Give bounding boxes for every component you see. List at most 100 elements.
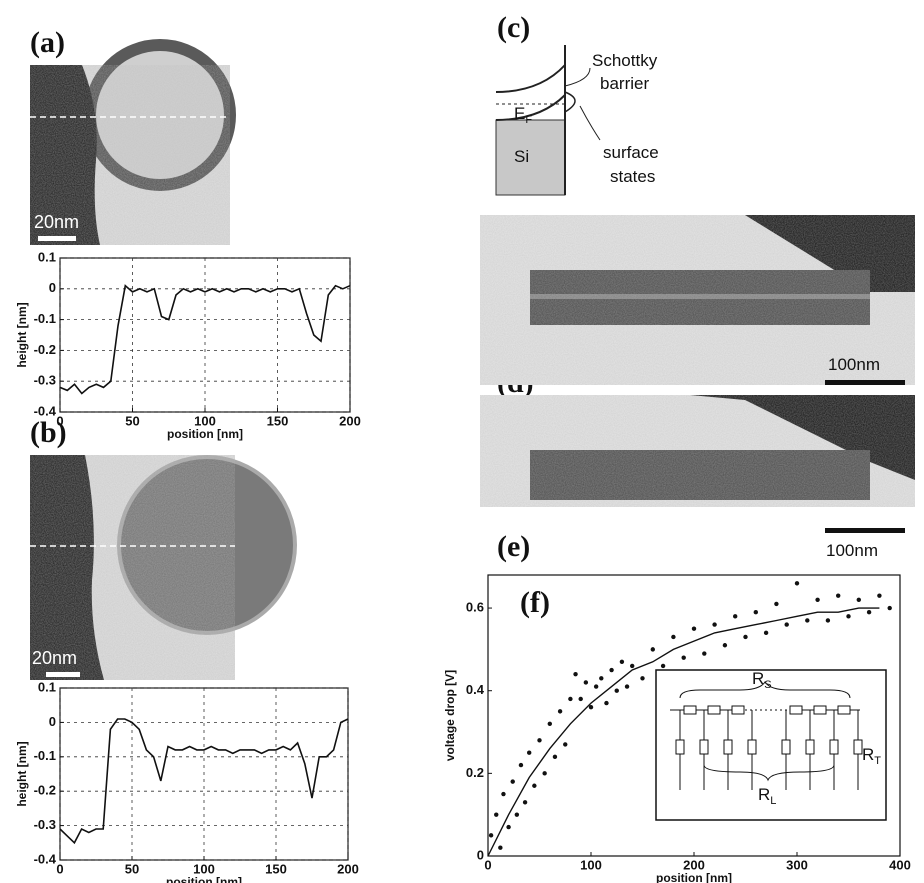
data-point — [578, 696, 583, 702]
diagram-label: surface — [603, 143, 659, 162]
data-point — [774, 601, 779, 607]
scale-bar-label: 20nm — [32, 648, 77, 668]
x-tick-label: 50 — [125, 413, 139, 428]
y-axis-label: height [nm] — [15, 302, 29, 367]
x-tick-label: 50 — [125, 861, 139, 876]
data-point — [494, 812, 499, 817]
data-point — [784, 622, 789, 627]
data-point — [532, 783, 537, 788]
stm-image-b: 20nm — [30, 455, 297, 680]
x-tick-label: 100 — [194, 413, 216, 428]
x-tick-label: 150 — [265, 861, 287, 876]
data-point — [856, 597, 861, 602]
y-tick-label: 0.1 — [38, 249, 56, 264]
data-point — [563, 742, 568, 747]
data-point — [609, 667, 614, 673]
data-point — [722, 643, 728, 648]
y-tick-label: -0.2 — [34, 342, 56, 357]
data-point — [498, 845, 503, 850]
x-tick-label: 200 — [339, 413, 361, 428]
data-point — [510, 779, 515, 784]
data-point — [593, 684, 599, 689]
circuit-label: RT — [862, 745, 881, 767]
panel-label: (c) — [497, 11, 530, 44]
x-tick-label: 0 — [56, 861, 63, 876]
data-point — [691, 626, 697, 631]
y-tick-label: 0.2 — [466, 765, 484, 780]
data-point — [557, 709, 563, 714]
data-point — [825, 618, 831, 623]
data-point — [624, 684, 630, 689]
x-tick-label: 0 — [484, 857, 491, 872]
y-tick-label: -0.4 — [34, 403, 57, 418]
data-point — [583, 680, 589, 685]
data-point — [660, 663, 666, 669]
data-point — [671, 634, 676, 640]
data-point — [743, 634, 748, 640]
diagram-label: Schottky — [592, 51, 658, 70]
stm-image-a: 20nm — [30, 39, 236, 245]
x-axis-label: position [nm] — [166, 875, 242, 883]
chart: 0.10-0.1-0.2-0.3-0.40 50 100 150 200position… — [15, 249, 361, 441]
data-point — [604, 700, 609, 706]
scale-bar-label: 100nm — [828, 355, 880, 374]
data-point — [573, 671, 578, 677]
data-point — [619, 659, 625, 664]
data-point — [488, 833, 494, 838]
data-point — [552, 754, 558, 760]
data-point — [846, 614, 851, 619]
y-axis-label: height [nm] — [15, 741, 29, 806]
data-point — [650, 647, 655, 652]
y-tick-label: -0.1 — [34, 311, 56, 326]
data-point — [506, 824, 511, 830]
y-axis-label: voltage drop [V] — [443, 670, 457, 761]
fit-curve — [487, 607, 880, 857]
y-tick-label: -0.3 — [34, 373, 56, 388]
x-tick-label: 150 — [267, 413, 289, 428]
band-diagram: Schottky barrier EF Si surface states — [495, 45, 659, 196]
y-tick-label: 0 — [49, 280, 56, 295]
panel-label: (b) — [30, 416, 67, 449]
y-tick-label: 0.6 — [466, 599, 484, 614]
x-tick-label: 400 — [889, 857, 911, 872]
data-point — [588, 705, 594, 710]
data-point — [537, 738, 542, 743]
y-tick-label: 0 — [477, 847, 484, 862]
panel-label: (e) — [497, 530, 530, 563]
data-point — [599, 676, 604, 681]
data-point — [836, 593, 841, 598]
y-tick-label: -0.1 — [34, 748, 56, 763]
stm-image-d: 100nm — [480, 395, 915, 560]
circuit-inset: RS RT RL — [655, 669, 887, 821]
data-point — [805, 618, 810, 623]
x-tick-label: 200 — [683, 857, 705, 872]
data-point — [630, 663, 635, 669]
y-tick-label: 0.1 — [38, 679, 56, 694]
data-point — [702, 651, 707, 656]
diagram-label: barrier — [600, 74, 649, 93]
data-line — [59, 284, 351, 395]
data-point — [753, 609, 758, 615]
data-point — [614, 688, 619, 693]
data-point — [712, 622, 717, 627]
y-tick-label: 0.4 — [466, 682, 485, 697]
data-point — [542, 771, 547, 776]
panel-label: (a) — [30, 26, 65, 59]
diagram-label: Si — [514, 147, 529, 166]
data-point — [522, 800, 528, 805]
panel-label: (f) — [520, 586, 550, 619]
data-line — [59, 718, 349, 845]
x-axis-label: position [nm] — [167, 427, 243, 441]
data-point — [866, 609, 872, 615]
data-point — [501, 791, 506, 797]
circuit-label: RS — [752, 669, 772, 691]
y-tick-label: -0.4 — [34, 851, 57, 866]
stm-image-c: 100nm — [480, 215, 915, 385]
x-tick-label: 300 — [786, 857, 808, 872]
x-tick-label: 0 — [56, 413, 63, 428]
data-point — [815, 597, 820, 602]
data-point — [877, 593, 882, 598]
circuit-label: RL — [758, 785, 776, 807]
x-tick-label: 100 — [580, 857, 602, 872]
